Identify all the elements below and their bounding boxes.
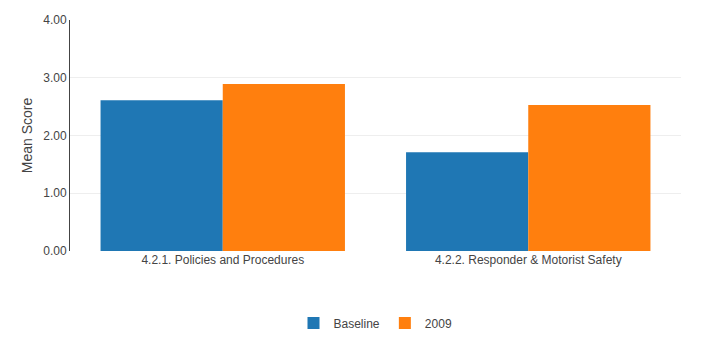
svg-text:1.00: 1.00	[43, 186, 67, 200]
svg-text:0.00: 0.00	[43, 244, 67, 258]
svg-text:Mean Score: Mean Score	[19, 98, 35, 174]
svg-text:Baseline: Baseline	[334, 317, 380, 331]
svg-text:2.00: 2.00	[43, 129, 67, 143]
svg-text:4.2.1. Policies and Procedures: 4.2.1. Policies and Procedures	[141, 253, 304, 267]
svg-text:4.2.2. Responder & Motorist Sa: 4.2.2. Responder & Motorist Safety	[435, 253, 622, 267]
svg-text:2009: 2009	[425, 317, 452, 331]
svg-text:4.00: 4.00	[43, 13, 67, 27]
svg-text:3.00: 3.00	[43, 71, 67, 85]
